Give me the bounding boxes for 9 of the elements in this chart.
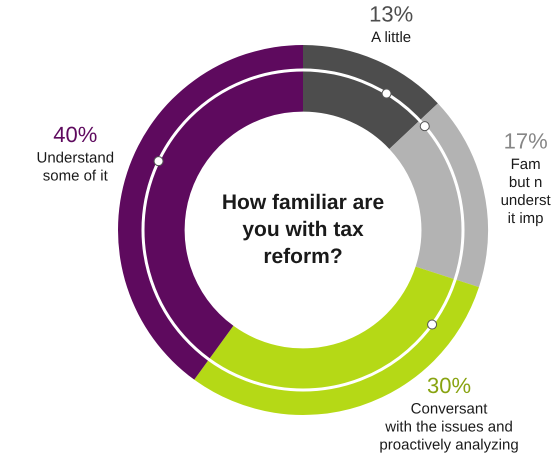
slice-label: Conversant with the issues and proactively analyzing <box>379 400 519 454</box>
data-label: 30% <box>427 373 472 398</box>
slice-label: Fam but n underst it imp <box>500 156 552 227</box>
text: How familiar are you with tax reform? <box>222 190 384 268</box>
data-label: 17% <box>504 128 548 154</box>
data-label: 13% <box>369 1 414 26</box>
data-label: 40% <box>53 122 98 148</box>
slice-label: Understand some of it <box>36 150 114 185</box>
slice-label: A little <box>371 28 412 46</box>
